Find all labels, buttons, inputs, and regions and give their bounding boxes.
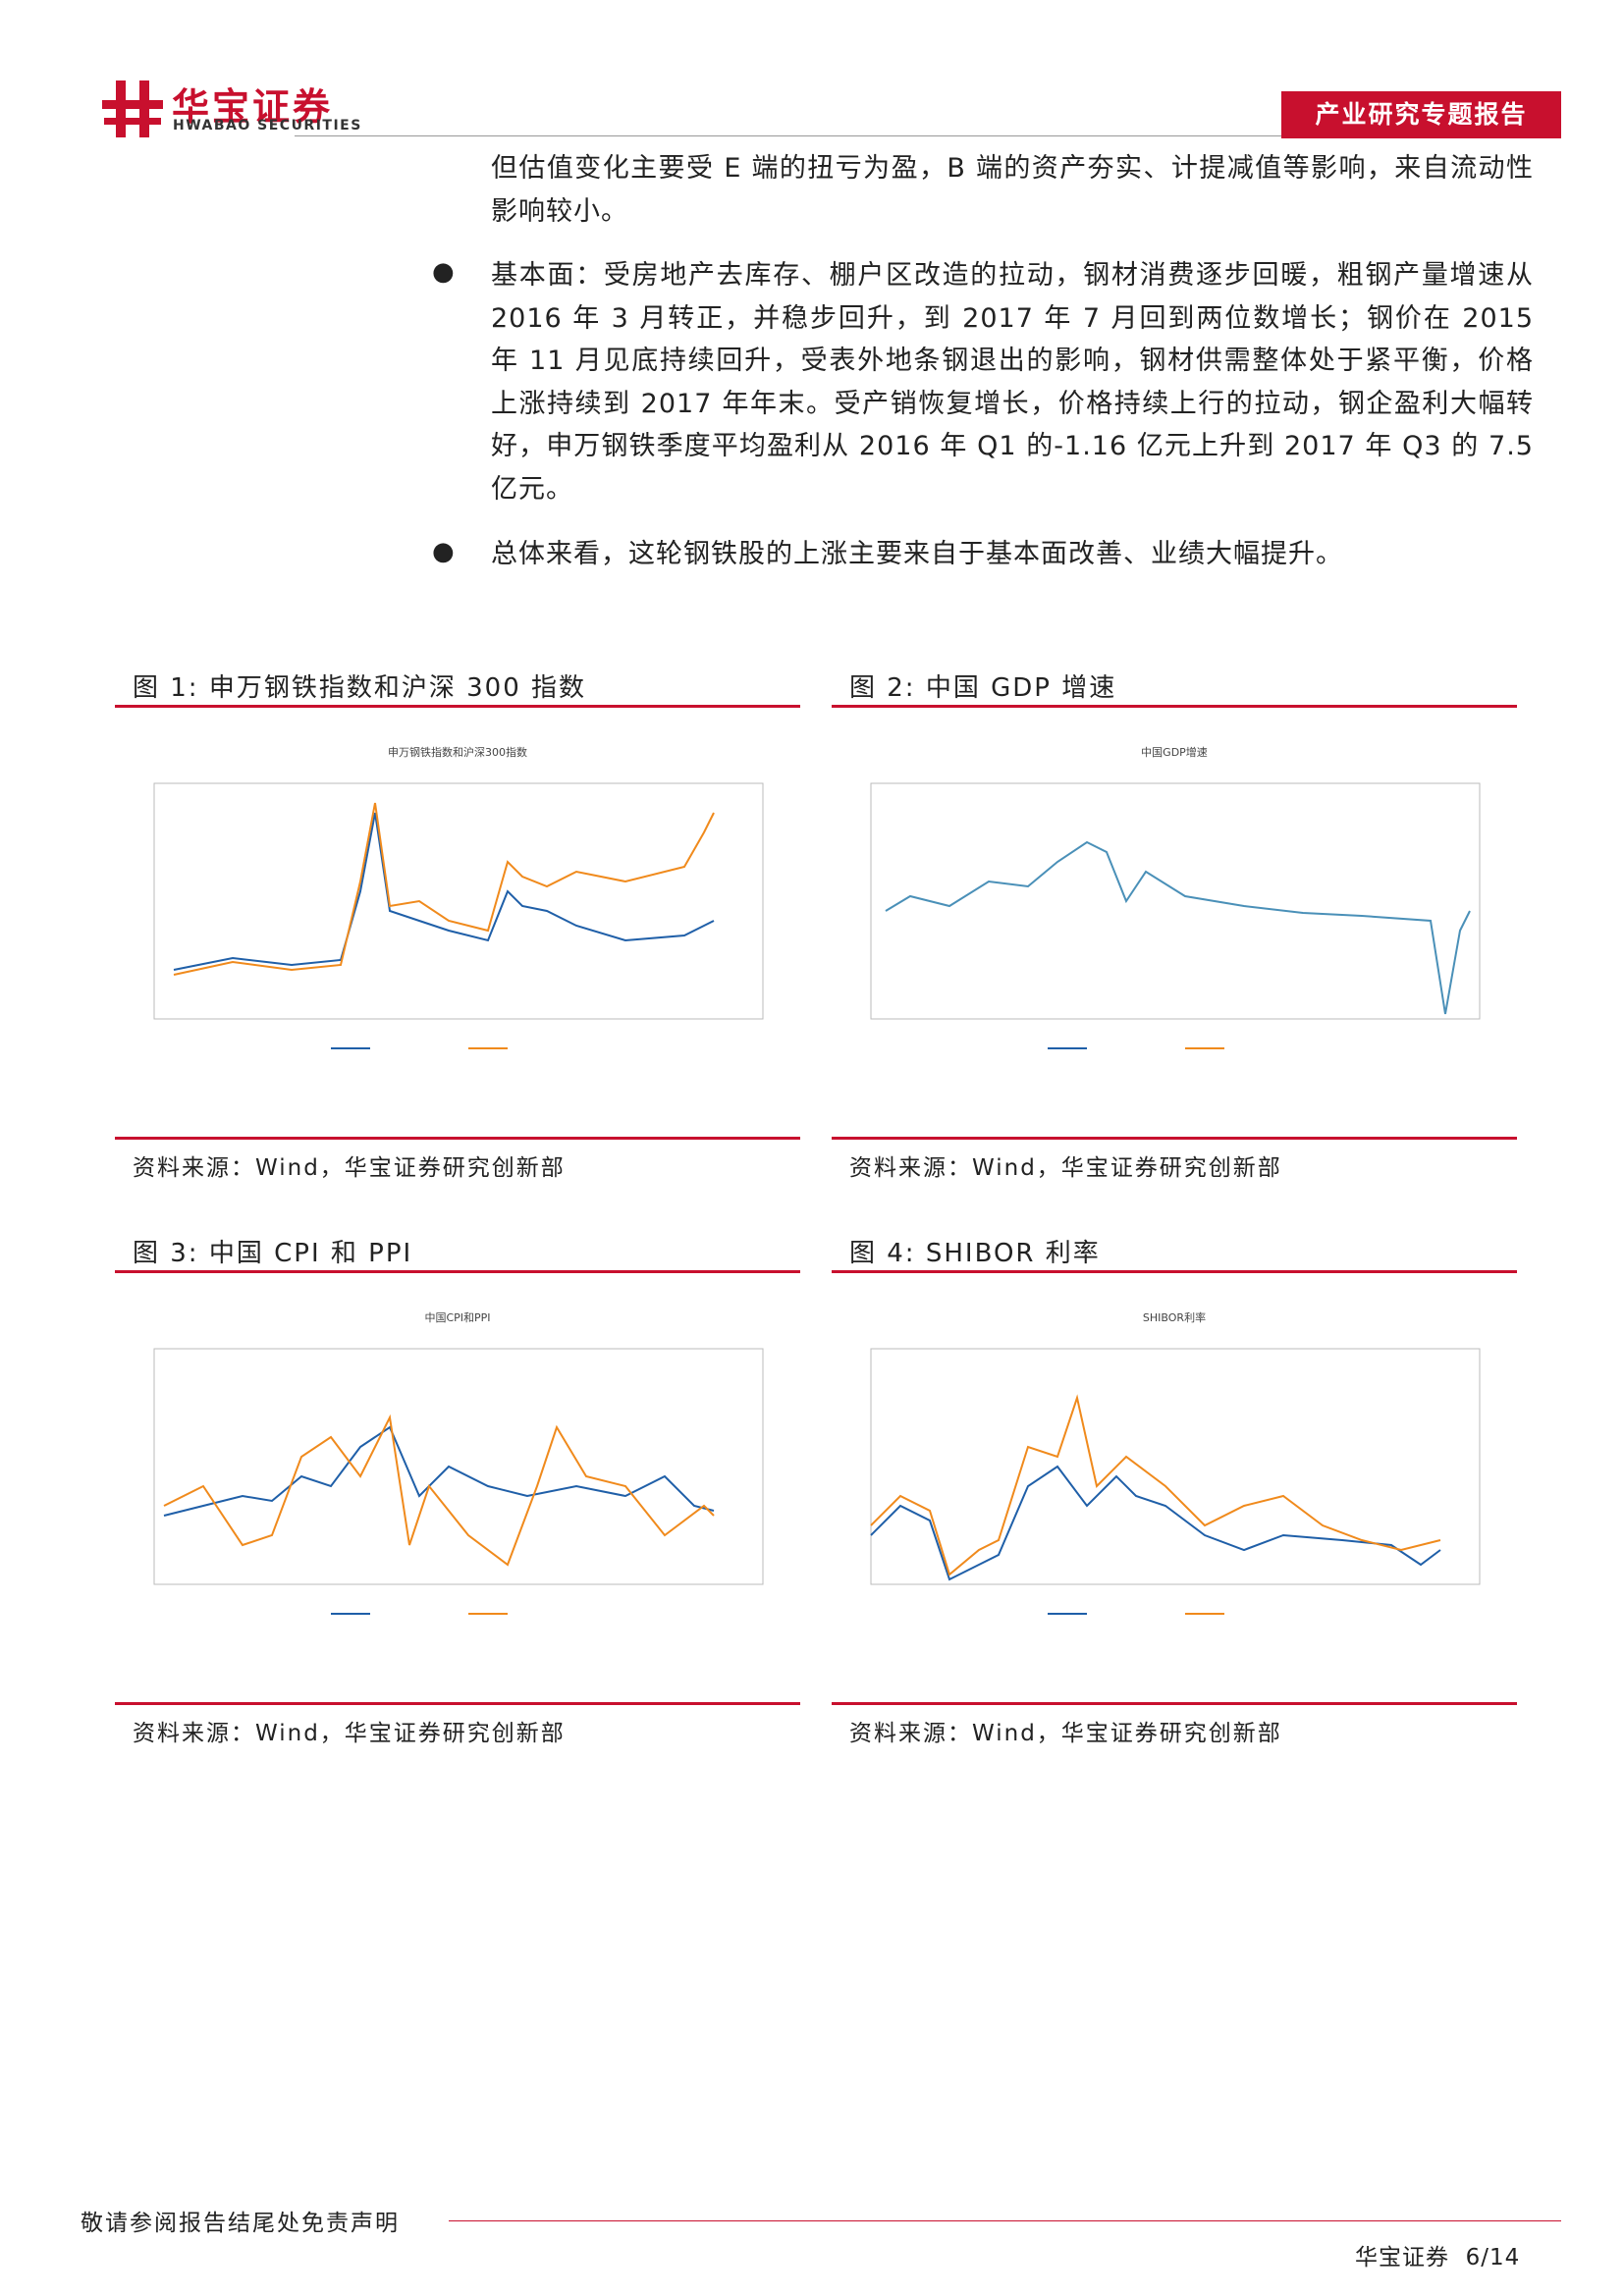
figure-title: 图 2: 中国 GDP 增速 <box>849 667 1116 704</box>
footer-info: 华宝证券 6/14 <box>1355 2238 1520 2271</box>
line <box>163 1414 715 1567</box>
plot-frame <box>870 782 1481 1020</box>
chart-image: SHIBOR利率 <box>870 1310 1481 1615</box>
report-type: 产业研究专题报告 <box>1281 91 1561 138</box>
line <box>870 1394 1441 1576</box>
figure-title: 图 1: 申万钢铁指数和沪深 300 指数 <box>133 667 586 704</box>
figure-name: 申万钢铁指数和沪深 300 指数 <box>208 673 586 703</box>
figure-rule <box>832 1270 1517 1273</box>
figure-label: 图 2: <box>849 673 916 703</box>
line <box>870 1465 1441 1581</box>
chart-title: SHIBOR利率 <box>1143 1310 1206 1324</box>
plot-frame <box>153 1348 764 1585</box>
logo-text: 华宝证券 <box>172 85 334 129</box>
figure-name: SHIBOR 利率 <box>925 1239 1101 1268</box>
page-number: 6/14 <box>1465 2245 1521 2270</box>
bullet-dot: ● <box>432 537 455 566</box>
logo-subtext: HWABAO SECURITIES <box>173 118 362 133</box>
paragraph: 但估值变化主要受 E 端的扭亏为盈，B 端的资产夯实、计提减值等影响，来自流动性… <box>491 153 1534 227</box>
chart-lines <box>163 1414 715 1567</box>
plot-frame <box>153 782 764 1020</box>
figure-rule <box>115 705 800 708</box>
figure-label: 图 1: <box>133 673 199 703</box>
bullet-dot: ● <box>432 257 455 287</box>
logo-icon <box>102 80 163 137</box>
figure-source: 资料来源：Wind，华宝证券研究创新部 <box>849 1721 1282 1746</box>
figure-rule <box>115 1702 800 1705</box>
plot-frame <box>870 1348 1481 1585</box>
figure-rule <box>115 1137 800 1140</box>
chart-title: 中国GDP增速 <box>1141 745 1208 759</box>
figure-rule <box>832 705 1517 708</box>
chart-image: 中国CPI和PPI <box>153 1311 764 1615</box>
figure-rule <box>115 1270 800 1273</box>
figure-label: 图 3: <box>133 1239 199 1268</box>
chart-title: 申万钢铁指数和沪深300指数 <box>388 745 527 759</box>
figure-source: 资料来源：Wind，华宝证券研究创新部 <box>133 1721 566 1746</box>
figure-rule <box>832 1137 1517 1140</box>
line <box>173 812 715 971</box>
figure-name: 中国 GDP 增速 <box>925 673 1117 703</box>
figure-rule <box>832 1702 1517 1705</box>
disclaimer: 敬请参阅报告结尾处免责声明 <box>81 2211 400 2236</box>
chart-lines <box>870 1394 1441 1581</box>
chart-lines <box>885 840 1471 1015</box>
chart-image: 中国GDP增速 <box>870 745 1481 1049</box>
footer-rule <box>449 2220 1561 2221</box>
figure-source: 资料来源：Wind，华宝证券研究创新部 <box>849 1155 1282 1181</box>
company: 华宝证券 <box>1355 2245 1449 2270</box>
bullet-text: 总体来看，这轮钢铁股的上涨主要来自于基本面改善、业绩大幅提升。 <box>491 539 1343 569</box>
chart-lines <box>173 802 715 976</box>
chart-image: 申万钢铁指数和沪深300指数 <box>153 745 764 1049</box>
figure-label: 图 4: <box>849 1239 916 1268</box>
line <box>173 802 715 976</box>
header-rule <box>295 135 1281 136</box>
bullet-text: 基本面：受房地产去库存、棚户区改造的拉动，钢材消费逐步回暖，粗钢产量增速从 20… <box>491 260 1534 505</box>
line <box>163 1425 715 1517</box>
chart-title: 中国CPI和PPI <box>424 1311 490 1324</box>
figure-title: 图 3: 中国 CPI 和 PPI <box>133 1233 412 1269</box>
figure-source: 资料来源：Wind，华宝证券研究创新部 <box>133 1155 566 1181</box>
figure-name: 中国 CPI 和 PPI <box>208 1239 413 1268</box>
line <box>885 840 1471 1015</box>
figure-title: 图 4: SHIBOR 利率 <box>849 1233 1101 1269</box>
